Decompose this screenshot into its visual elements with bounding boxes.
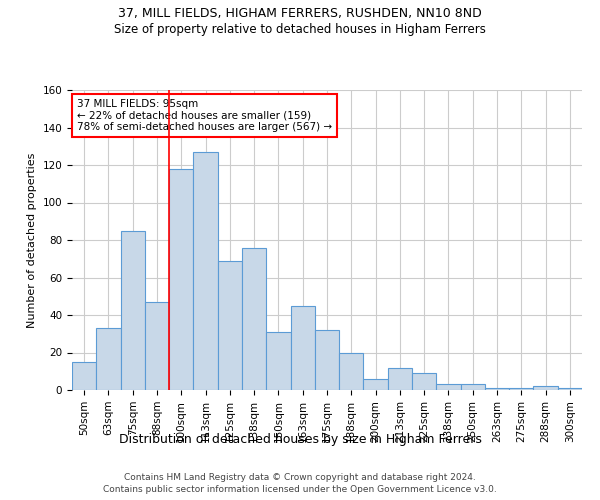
- Text: Size of property relative to detached houses in Higham Ferrers: Size of property relative to detached ho…: [114, 22, 486, 36]
- Bar: [388, 368, 412, 390]
- Bar: [121, 230, 145, 390]
- Bar: [193, 152, 218, 390]
- Y-axis label: Number of detached properties: Number of detached properties: [27, 152, 37, 328]
- Bar: [96, 328, 121, 390]
- Text: 37 MILL FIELDS: 95sqm
← 22% of detached houses are smaller (159)
78% of semi-det: 37 MILL FIELDS: 95sqm ← 22% of detached …: [77, 99, 332, 132]
- Bar: [266, 332, 290, 390]
- Bar: [509, 388, 533, 390]
- Bar: [485, 388, 509, 390]
- Bar: [558, 388, 582, 390]
- Bar: [290, 306, 315, 390]
- Text: Contains public sector information licensed under the Open Government Licence v3: Contains public sector information licen…: [103, 485, 497, 494]
- Bar: [461, 384, 485, 390]
- Bar: [339, 352, 364, 390]
- Text: Distribution of detached houses by size in Higham Ferrers: Distribution of detached houses by size …: [119, 432, 481, 446]
- Bar: [412, 373, 436, 390]
- Bar: [72, 362, 96, 390]
- Bar: [169, 169, 193, 390]
- Bar: [218, 260, 242, 390]
- Bar: [145, 302, 169, 390]
- Bar: [242, 248, 266, 390]
- Bar: [436, 384, 461, 390]
- Text: 37, MILL FIELDS, HIGHAM FERRERS, RUSHDEN, NN10 8ND: 37, MILL FIELDS, HIGHAM FERRERS, RUSHDEN…: [118, 8, 482, 20]
- Bar: [315, 330, 339, 390]
- Bar: [364, 379, 388, 390]
- Text: Contains HM Land Registry data © Crown copyright and database right 2024.: Contains HM Land Registry data © Crown c…: [124, 472, 476, 482]
- Bar: [533, 386, 558, 390]
